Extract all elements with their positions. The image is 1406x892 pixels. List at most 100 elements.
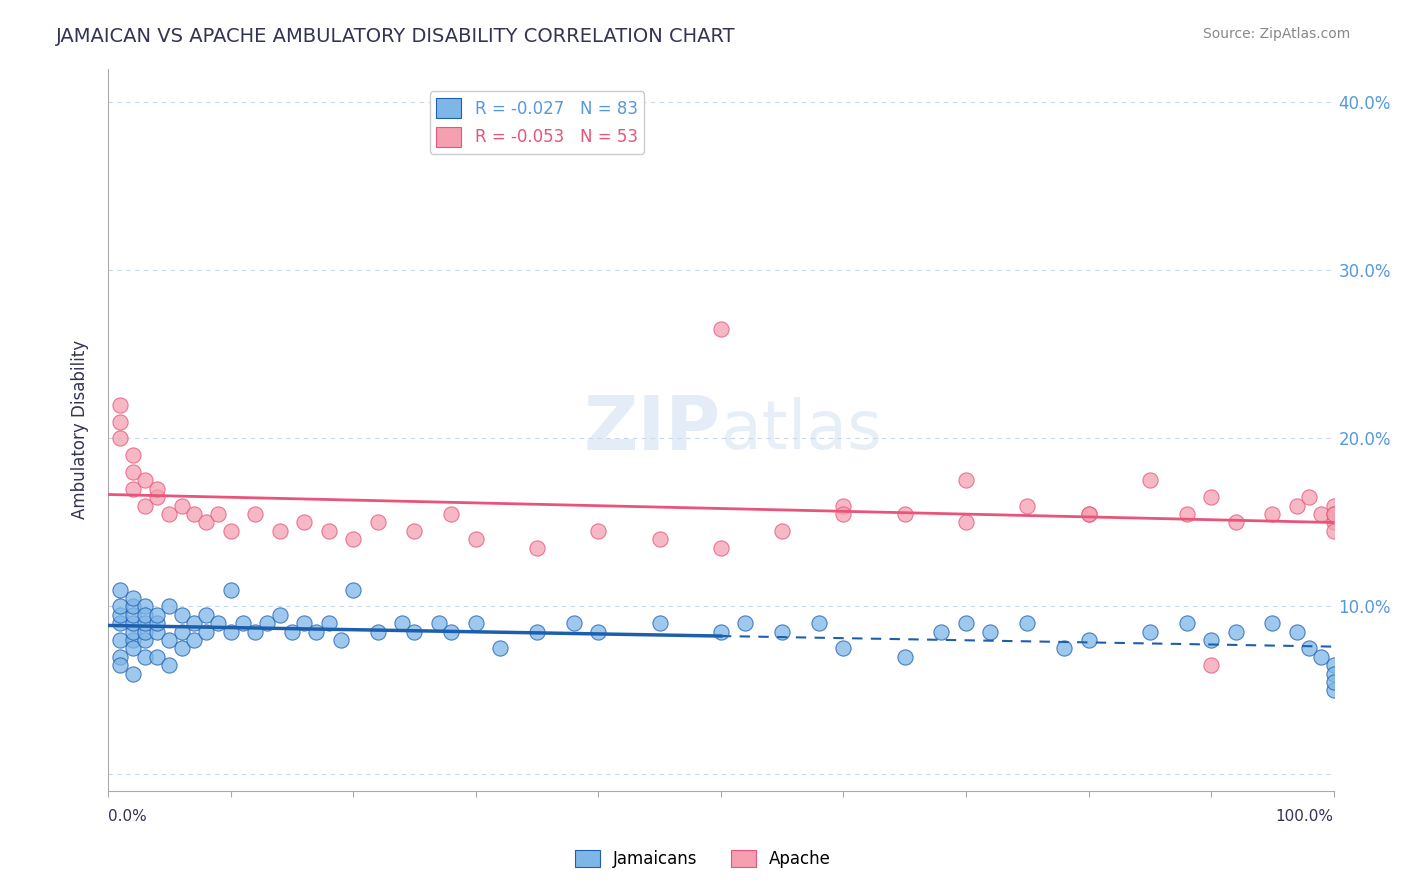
- Text: 100.0%: 100.0%: [1275, 809, 1334, 824]
- Point: [1077, 507, 1099, 521]
- Point: [1175, 616, 1198, 631]
- Point: [157, 599, 180, 614]
- Point: [329, 633, 352, 648]
- Point: [1323, 658, 1346, 673]
- Point: [207, 507, 229, 521]
- Point: [1323, 507, 1346, 521]
- Point: [134, 616, 156, 631]
- Point: [648, 616, 671, 631]
- Point: [121, 633, 143, 648]
- Point: [1077, 633, 1099, 648]
- Point: [110, 633, 132, 648]
- Point: [1053, 641, 1076, 656]
- Point: [305, 624, 328, 639]
- Point: [195, 624, 218, 639]
- Point: [1199, 658, 1222, 673]
- Point: [648, 532, 671, 546]
- Point: [232, 616, 254, 631]
- Point: [219, 624, 242, 639]
- Point: [710, 541, 733, 555]
- Point: [170, 607, 193, 622]
- Point: [734, 616, 756, 631]
- Point: [219, 582, 242, 597]
- Text: 0.0%: 0.0%: [108, 809, 146, 824]
- Point: [1285, 499, 1308, 513]
- Point: [318, 524, 340, 538]
- Point: [489, 641, 512, 656]
- Point: [183, 633, 205, 648]
- Point: [256, 616, 278, 631]
- Point: [404, 624, 426, 639]
- Point: [110, 398, 132, 412]
- Point: [110, 415, 132, 429]
- Point: [342, 582, 364, 597]
- Point: [367, 624, 389, 639]
- Point: [955, 616, 977, 631]
- Point: [1323, 683, 1346, 698]
- Point: [1310, 649, 1333, 664]
- Point: [955, 473, 977, 487]
- Point: [1323, 507, 1346, 521]
- Point: [110, 582, 132, 597]
- Point: [1017, 616, 1039, 631]
- Point: [146, 649, 169, 664]
- Text: ZIP: ZIP: [583, 393, 721, 467]
- Point: [404, 524, 426, 538]
- Point: [586, 524, 609, 538]
- Point: [1298, 641, 1320, 656]
- Point: [207, 616, 229, 631]
- Point: [770, 624, 793, 639]
- Point: [464, 616, 486, 631]
- Point: [367, 516, 389, 530]
- Point: [391, 616, 413, 631]
- Point: [134, 624, 156, 639]
- Text: Source: ZipAtlas.com: Source: ZipAtlas.com: [1202, 27, 1350, 41]
- Point: [146, 624, 169, 639]
- Point: [243, 624, 266, 639]
- Point: [134, 499, 156, 513]
- Point: [586, 624, 609, 639]
- Point: [110, 607, 132, 622]
- Point: [110, 658, 132, 673]
- Point: [710, 322, 733, 336]
- Point: [1199, 633, 1222, 648]
- Point: [134, 599, 156, 614]
- Point: [195, 516, 218, 530]
- Point: [1139, 624, 1161, 639]
- Point: [832, 641, 855, 656]
- Point: [1175, 507, 1198, 521]
- Point: [269, 607, 291, 622]
- Point: [146, 482, 169, 496]
- Point: [134, 633, 156, 648]
- Point: [157, 658, 180, 673]
- Point: [134, 649, 156, 664]
- Point: [146, 490, 169, 504]
- Text: atlas: atlas: [721, 397, 882, 463]
- Point: [440, 507, 463, 521]
- Point: [219, 524, 242, 538]
- Point: [110, 649, 132, 664]
- Point: [157, 507, 180, 521]
- Point: [183, 507, 205, 521]
- Point: [770, 524, 793, 538]
- Point: [440, 624, 463, 639]
- Point: [195, 607, 218, 622]
- Point: [931, 624, 953, 639]
- Point: [110, 431, 132, 445]
- Point: [243, 507, 266, 521]
- Point: [1285, 624, 1308, 639]
- Point: [1323, 516, 1346, 530]
- Point: [1298, 490, 1320, 504]
- Point: [318, 616, 340, 631]
- Point: [121, 599, 143, 614]
- Point: [292, 616, 315, 631]
- Point: [1077, 507, 1099, 521]
- Point: [1199, 490, 1222, 504]
- Point: [170, 641, 193, 656]
- Point: [121, 465, 143, 479]
- Point: [183, 616, 205, 631]
- Point: [121, 641, 143, 656]
- Point: [979, 624, 1001, 639]
- Point: [121, 624, 143, 639]
- Point: [1323, 675, 1346, 690]
